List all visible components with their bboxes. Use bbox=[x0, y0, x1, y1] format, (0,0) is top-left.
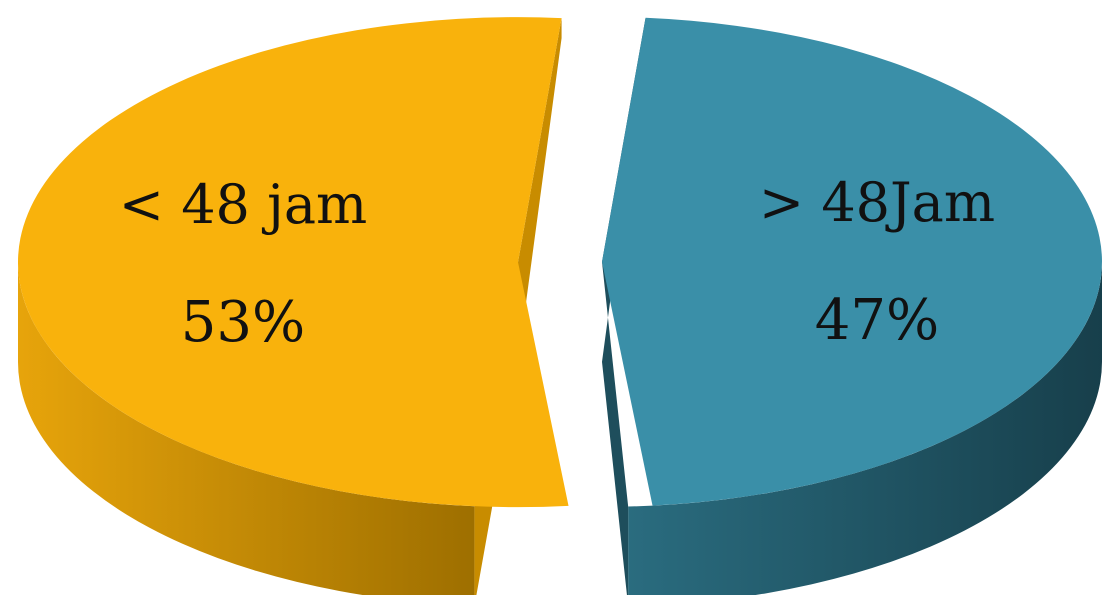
pie-slice-inner-gt48 bbox=[601, 17, 646, 595]
pie-slice-group-gt48: > 48Jam 47% bbox=[601, 17, 1102, 595]
pie-slice-gt48 bbox=[601, 17, 1102, 506]
slice-value-gt48: 47% bbox=[815, 288, 939, 353]
slice-value-lt48: 53% bbox=[181, 290, 305, 355]
pie-slice-lt48 bbox=[18, 17, 569, 508]
pie-slice-side-gt48 bbox=[628, 261, 1102, 595]
slice-label-lt48: < 48 jam bbox=[119, 173, 367, 236]
pie-slice-group-lt48: < 48 jam 53% bbox=[18, 17, 569, 595]
pie-slice-side-lt48 bbox=[18, 262, 475, 595]
slice-label-gt48: > 48Jam bbox=[759, 171, 995, 234]
